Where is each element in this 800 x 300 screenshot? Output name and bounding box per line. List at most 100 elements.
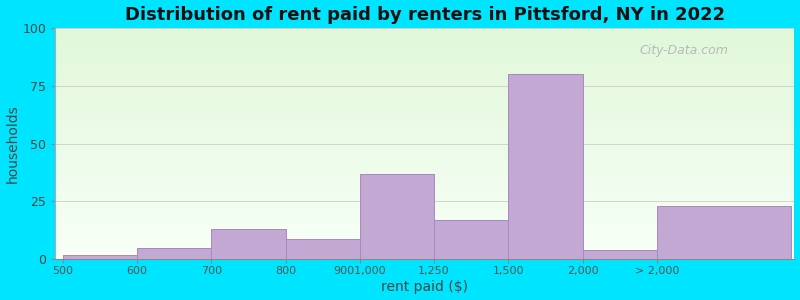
Bar [55,104,794,106]
Bar [55,125,794,128]
Bar [62,255,137,259]
Bar [55,67,794,70]
Bar [55,144,794,146]
Bar [55,250,794,252]
Bar [55,79,794,81]
Bar [55,51,794,53]
Bar [55,37,794,40]
Bar [55,72,794,74]
Bar [55,56,794,58]
Bar [55,32,794,35]
Bar [55,222,794,225]
Bar [55,83,794,86]
Bar [55,204,794,206]
Bar [55,118,794,121]
Bar [55,65,794,67]
Bar [55,236,794,239]
Bar [434,220,509,259]
Bar [55,234,794,236]
Bar [55,128,794,130]
Bar [55,28,794,30]
Bar [55,123,794,125]
Bar [55,183,794,185]
Bar [55,192,794,194]
Bar [55,227,794,229]
Bar [55,208,794,211]
Bar [55,194,794,197]
Bar [55,70,794,72]
Bar [55,102,794,104]
Bar [55,225,794,227]
Bar [55,215,794,218]
Bar [509,74,582,259]
Bar [55,97,794,100]
Bar [55,238,794,241]
Bar [55,185,794,188]
Bar [211,229,286,259]
Bar [55,141,794,144]
Bar [55,162,794,164]
Bar [55,46,794,49]
Bar [137,248,211,259]
Bar [55,169,794,171]
Bar [55,63,794,65]
Bar [55,42,794,44]
Bar [55,176,794,178]
Bar [55,211,794,213]
Bar [55,30,794,32]
Bar [55,178,794,181]
Bar [55,190,794,192]
Text: City-Data.com: City-Data.com [639,44,728,57]
Bar [55,158,794,160]
Bar [582,250,657,259]
Bar [55,139,794,141]
Bar [55,174,794,176]
Bar [55,132,794,134]
Bar [55,151,794,153]
Bar [55,137,794,139]
Bar [55,243,794,245]
X-axis label: rent paid ($): rent paid ($) [382,280,468,294]
Title: Distribution of rent paid by renters in Pittsford, NY in 2022: Distribution of rent paid by renters in … [125,6,725,24]
Bar [55,53,794,56]
Bar [55,109,794,111]
Bar [55,130,794,132]
Bar [55,218,794,220]
Bar [55,93,794,95]
Bar [55,121,794,123]
Bar [55,76,794,79]
Bar [55,220,794,222]
Bar [55,197,794,199]
Bar [55,155,794,158]
Bar [55,111,794,113]
Bar [55,88,794,90]
Bar [55,255,794,257]
Bar [55,245,794,248]
Bar [55,58,794,60]
Bar [55,252,794,255]
Bar [55,167,794,169]
Bar [55,232,794,234]
Bar [55,229,794,232]
Bar [286,238,360,259]
Bar [55,202,794,204]
Bar [55,146,794,148]
Bar [55,100,794,102]
Bar [55,116,794,118]
Bar [55,248,794,250]
Bar [55,171,794,174]
Y-axis label: households: households [6,104,19,183]
Bar [55,134,794,137]
Bar [55,90,794,93]
Bar [55,60,794,63]
Bar [55,199,794,202]
Bar [657,206,790,259]
Bar [55,106,794,109]
Bar [55,257,794,259]
Bar [55,44,794,46]
Bar [55,206,794,208]
Bar [360,174,434,259]
Bar [55,164,794,167]
Bar [55,95,794,97]
Bar [55,49,794,51]
